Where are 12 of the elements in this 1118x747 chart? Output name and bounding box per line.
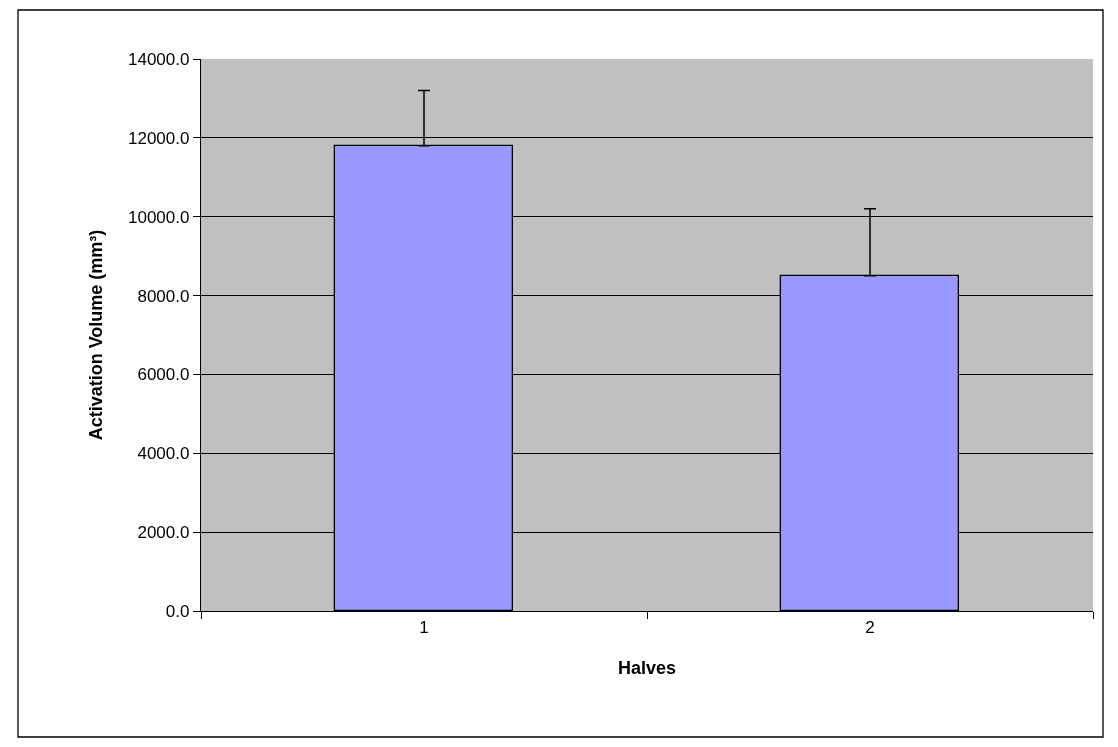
y-tick-label: 6000.0 [137,365,190,385]
y-tick-label: 2000.0 [137,523,190,543]
y-tick-label: 14000.0 [128,49,190,69]
y-axis-title: Activation Volume (mm³) [86,229,107,441]
x-axis-title: Halves [617,657,677,678]
x-tick-label: 1 [419,617,429,637]
y-tick-label: 10000.0 [128,207,190,227]
y-tick-label: 0.0 [165,601,190,621]
y-tick-label: 8000.0 [137,286,190,306]
y-tick-label: 12000.0 [128,128,190,148]
y-tick-label: 4000.0 [137,444,190,464]
x-tick-label: 2 [865,617,875,637]
